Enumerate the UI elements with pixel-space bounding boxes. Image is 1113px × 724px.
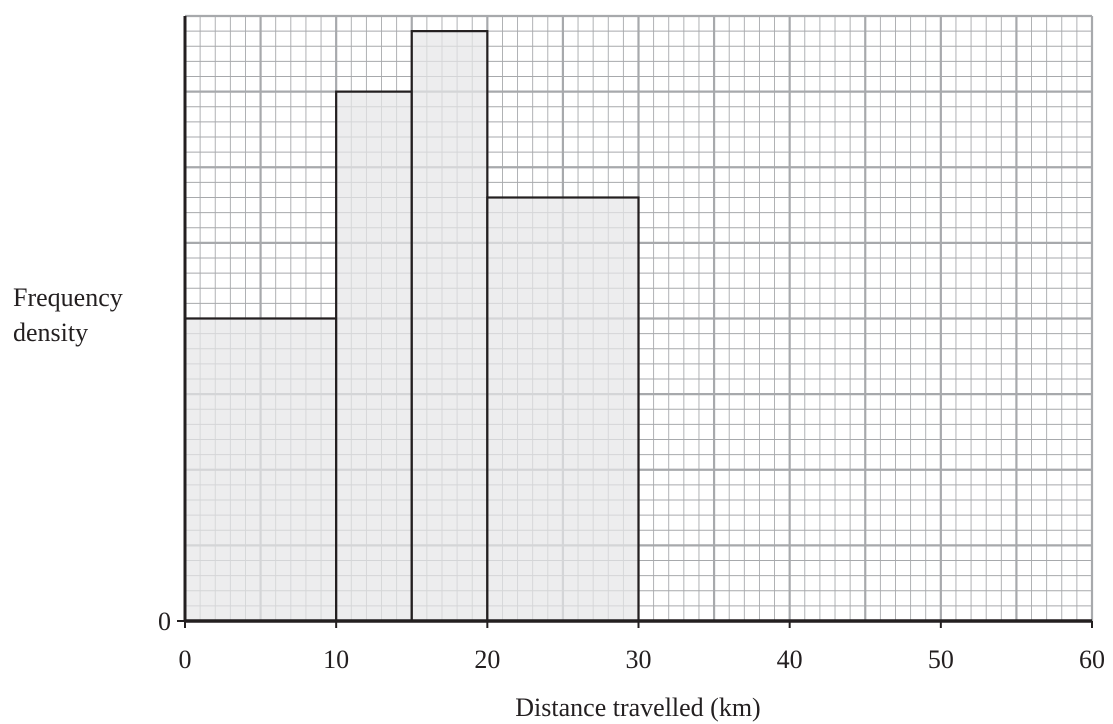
axes [177, 16, 1093, 628]
x-tick-label: 20 [474, 645, 500, 674]
x-tick-label: 0 [179, 645, 192, 674]
x-tick-labels: 0 10 20 30 40 50 60 [179, 645, 1106, 674]
x-tick-label: 50 [928, 645, 954, 674]
x-axis-label: Distance travelled (km) [515, 693, 760, 722]
histogram-bar-1 [183, 317, 338, 623]
y-axis-label-line-1: Frequency [13, 283, 123, 312]
histogram-bars [183, 30, 640, 623]
y-axis-label-line-2: density [13, 318, 88, 347]
histogram-bar-3 [410, 30, 489, 623]
x-tick-label: 60 [1079, 645, 1105, 674]
y-tick-labels: 0 [158, 607, 171, 636]
x-tick-label: 40 [777, 645, 803, 674]
x-tick-label: 10 [323, 645, 349, 674]
x-tick-label: 30 [626, 645, 652, 674]
histogram-bar-4 [486, 196, 640, 623]
y-tick-label: 0 [158, 607, 171, 636]
histogram-bar-2 [335, 90, 413, 623]
